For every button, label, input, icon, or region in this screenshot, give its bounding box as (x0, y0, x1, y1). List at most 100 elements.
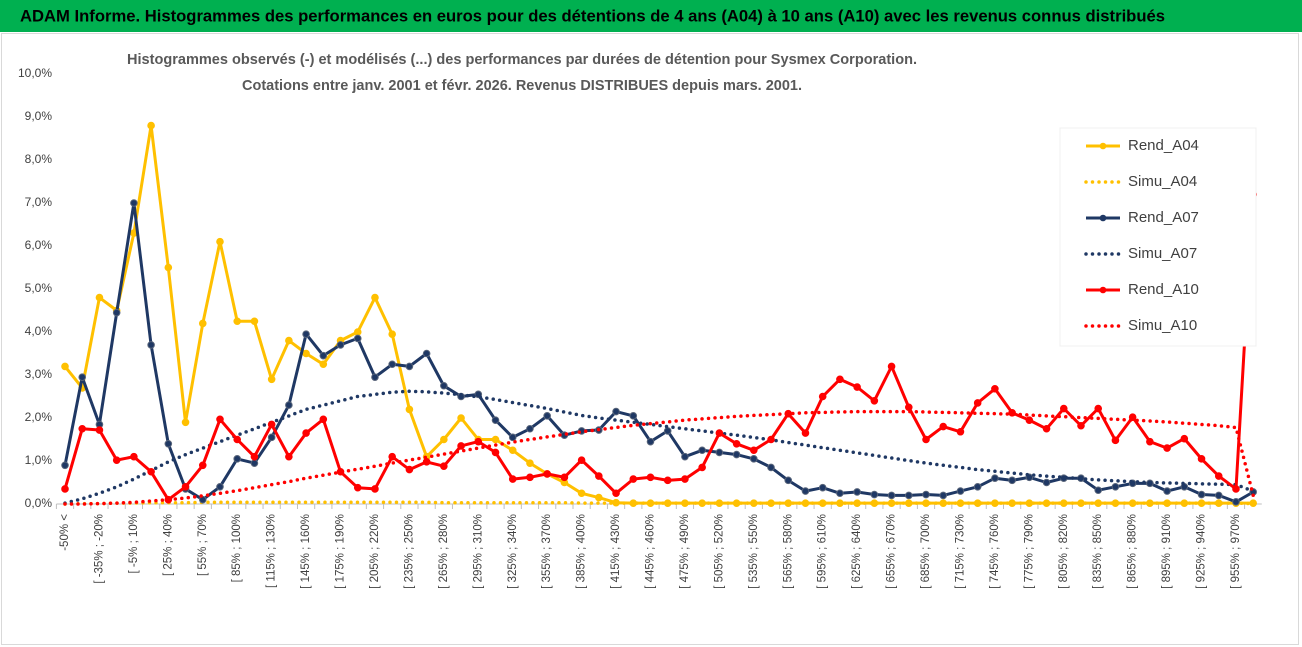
legend-label: Rend_A04 (1128, 137, 1199, 154)
data-point (543, 470, 551, 478)
data-point (1197, 490, 1206, 499)
data-point (250, 452, 259, 461)
x-tick-label: [ 85% ; 100% (231, 514, 243, 582)
chart-border (1, 33, 1299, 645)
plot-area: 0,0% 1,0% 2,0% 3,0% 4,0% 5,0% 6,0% 7,0% 8,0% 9,0%… (18, 66, 1262, 589)
y-tick-label: 8,0% (25, 152, 53, 166)
data-point (457, 442, 465, 450)
chart-title: ADAM Informe. Histogrammes des performan… (20, 6, 1165, 25)
data-point (922, 435, 930, 444)
data-point (836, 375, 844, 384)
data-point (388, 330, 396, 338)
data-point (577, 489, 586, 498)
data-point (1042, 424, 1051, 433)
data-point (870, 490, 879, 499)
data-point (973, 399, 982, 407)
data-point (164, 440, 173, 448)
data-point (267, 420, 276, 429)
legend-marker (1099, 214, 1107, 222)
data-point (887, 362, 896, 371)
legend-box (1059, 127, 1257, 347)
data-point (526, 424, 534, 433)
data-point (1163, 487, 1171, 495)
data-point (319, 360, 328, 369)
data-point (319, 351, 328, 360)
x-tick-label: [ 235% ; 250% (403, 514, 415, 589)
data-point (388, 452, 396, 461)
data-point (784, 476, 793, 485)
data-point (646, 437, 655, 446)
legend-label: Simu_A04 (1128, 173, 1197, 190)
x-tick-label: [ 535% ; 550% (748, 514, 760, 589)
y-tick-label: 10,0% (18, 66, 52, 80)
data-point (1180, 434, 1189, 443)
y-tick-label: 7,0% (25, 195, 53, 209)
data-point (577, 456, 586, 464)
legend-label: Rend_A07 (1128, 209, 1199, 226)
x-tick-label: [ 415% ; 430% (610, 514, 622, 589)
data-point (267, 433, 276, 442)
data-point (732, 450, 741, 459)
data-point (543, 412, 551, 420)
data-point (198, 319, 207, 328)
x-tick-label: [ 475% ; 490% (679, 514, 691, 589)
x-tick-label: [ 145% ; 160% (300, 514, 312, 589)
data-point (285, 452, 293, 461)
data-point (181, 483, 190, 491)
data-point (715, 448, 724, 457)
chart-subtitle: Histogrammes observés (-) et modélisés (… (127, 51, 917, 68)
data-point (991, 384, 999, 393)
data-point (474, 437, 483, 446)
title-band (0, 0, 1302, 32)
data-point (750, 455, 758, 463)
x-tick-label: [ 775% ; 790% (1023, 514, 1035, 589)
data-point (1077, 421, 1085, 430)
data-point (440, 435, 448, 444)
x-tick-label: [ 955% ; 970% (1230, 514, 1242, 589)
data-point (61, 461, 69, 470)
x-tick-label: [ 895% ; 910% (1161, 514, 1173, 589)
data-point (147, 341, 155, 349)
data-point (612, 489, 620, 498)
data-point (457, 414, 465, 422)
x-tick-label: [ 295% ; 310% (472, 514, 484, 589)
data-point (853, 383, 861, 391)
x-tick-label: [ 925% ; 940% (1196, 514, 1208, 589)
x-tick-label: [ 445% ; 460% (645, 514, 657, 589)
x-tick-label: [ 205% ; 220% (369, 514, 381, 589)
data-point (216, 237, 224, 246)
data-point (1232, 485, 1240, 493)
data-point (371, 293, 379, 302)
data-point (904, 491, 913, 500)
data-point (147, 121, 155, 130)
data-point (508, 475, 517, 483)
data-point (353, 483, 362, 492)
data-point (595, 472, 603, 480)
data-point (112, 456, 121, 464)
series-line (63, 201, 1254, 504)
series-line (63, 124, 1254, 505)
data-point (233, 435, 242, 444)
x-tick-label: [ 685% ; 700% (920, 514, 932, 589)
data-point (1214, 491, 1223, 500)
data-point (198, 461, 207, 470)
data-point (405, 362, 414, 371)
data-point (681, 475, 689, 483)
data-point (336, 341, 345, 349)
data-point (801, 429, 810, 437)
legend-label: Rend_A10 (1128, 281, 1199, 298)
legend: Rend_A04 Simu_A04 Rend_A07 Simu_A07 Rend_A10… (1084, 137, 1199, 334)
data-point (61, 485, 69, 493)
series-line (63, 194, 1255, 502)
x-tick-label: [ 835% ; 850% (1092, 514, 1104, 589)
data-point (663, 427, 672, 435)
data-point (508, 446, 517, 455)
data-point (216, 415, 224, 424)
data-point (939, 491, 948, 500)
y-tick-label: 1,0% (25, 453, 53, 467)
data-point (939, 422, 948, 431)
data-point (302, 429, 310, 437)
data-point (491, 435, 500, 444)
data-point (440, 381, 448, 390)
data-point (78, 424, 87, 433)
